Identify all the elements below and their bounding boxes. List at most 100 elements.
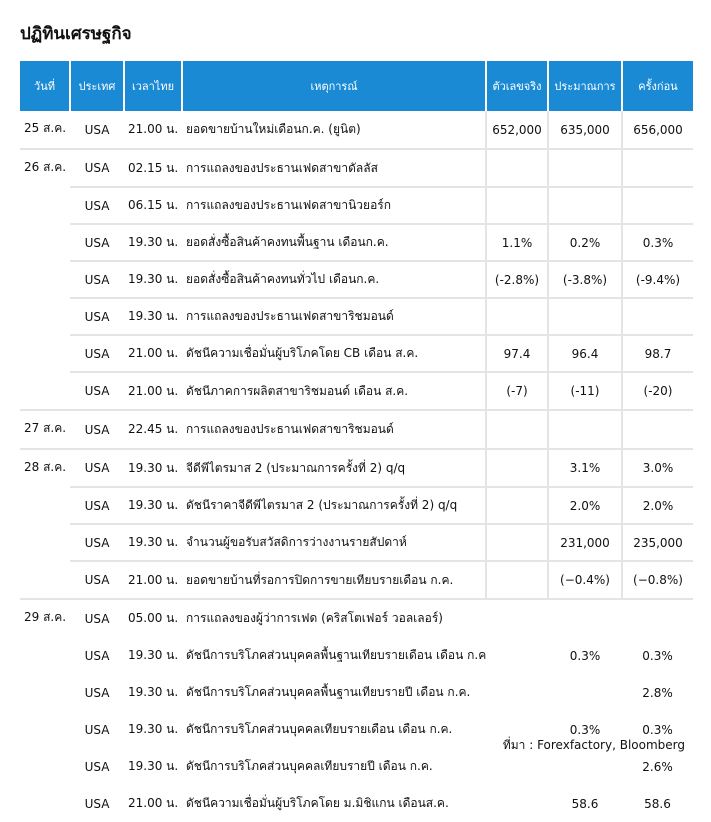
forecast-cell bbox=[547, 187, 622, 225]
time-cell: 21.00 น. bbox=[124, 111, 182, 150]
date-cell bbox=[20, 487, 70, 524]
forecast-cell: 0.2% bbox=[547, 224, 622, 262]
previous-cell: 2.8% bbox=[642, 685, 673, 700]
country-cell: USA bbox=[70, 410, 124, 450]
table-row: 25 ส.ค. USA 21.00 น. ยอดขายบ้านใหม่เดือนก.ค… bbox=[20, 111, 693, 150]
previous-cell: 0.3% bbox=[642, 722, 673, 737]
country-cell: USA bbox=[84, 722, 110, 737]
country-cell: USA bbox=[70, 187, 124, 225]
date-cell bbox=[20, 187, 70, 224]
date-cell bbox=[20, 224, 70, 261]
event-cell: ยอดสั่งซื้อสินค้าคงทนพื้นฐาน เดือนก.ค. bbox=[182, 224, 486, 262]
table-row: 29 ส.ค. USA 05.00 น. การแถลงของผู้ว่าการเฟด… bbox=[20, 599, 693, 637]
event-cell: ดัชนีความเชื่อมั่นผู้บริโภคโดย CB เดือน … bbox=[182, 335, 486, 373]
table-row: USA 19.30 น. จำนวนผู้ขอรับสวัสดิการว่างงาน… bbox=[20, 524, 693, 562]
time-cell: 19.30 น. bbox=[124, 298, 182, 336]
country-cell: USA bbox=[70, 487, 124, 525]
calendar-table: วันที่ ประเทศ เวลาไทย เหตุการณ์ ตัวเลขจริง ปร… bbox=[20, 61, 693, 822]
country-cell: USA bbox=[84, 685, 110, 700]
table-row: USA 19.30 น. การแถลงของประธานเฟดสาขาริชมอน… bbox=[20, 298, 693, 336]
table-row: USA 21.00 น. ดัชนีความเชื่อมั่นผู้บริโภคโด… bbox=[20, 785, 693, 822]
table-row: USA 21.00 น. ยอดขายบ้านที่รอการปิดการขายเท… bbox=[20, 561, 693, 600]
country-cell: USA bbox=[84, 648, 110, 663]
time-cell: 21.00 น. bbox=[124, 372, 182, 411]
table-row: 26 ส.ค. USA 02.15 น. การแถลงของประธานเฟดสาข… bbox=[20, 149, 693, 188]
event-cell: ดัชนีการบริโภคส่วนบุคคลพื้นฐานเทียบรายเด… bbox=[186, 648, 486, 662]
date-cell bbox=[20, 335, 70, 372]
table-row: USA 19.30 น. ดัชนีการบริโภคส่วนบุคคลเทียบร… bbox=[20, 711, 693, 748]
time-cell: 21.00 น. bbox=[124, 335, 182, 373]
source-note: ที่มา : Forexfactory, Bloomberg bbox=[502, 738, 685, 752]
actual-cell bbox=[485, 149, 548, 188]
event-cell: การแถลงของประธานเฟดสาขาริชมอนด์ bbox=[182, 410, 486, 450]
time-cell: 02.15 น. bbox=[124, 149, 182, 188]
event-cell: ดัชนีการบริโภคส่วนบุคคลพื้นฐานเทียบรายปี… bbox=[186, 685, 471, 699]
date-cell: 27 ส.ค. bbox=[20, 410, 70, 450]
country-cell: USA bbox=[84, 796, 110, 811]
forecast-cell: 2.0% bbox=[547, 487, 622, 525]
previous-cell bbox=[621, 410, 693, 450]
time-cell: 19.30 น. bbox=[128, 759, 179, 773]
column-header: เหตุการณ์ bbox=[181, 61, 486, 111]
forecast-cell: 635,000 bbox=[547, 111, 622, 150]
event-cell: การแถลงของผู้ว่าการเฟด (คริสโตเฟอร์ วอลเ… bbox=[186, 611, 443, 625]
country-cell: USA bbox=[70, 224, 124, 262]
event-cell: การแถลงของประธานเฟดสาขานิวยอร์ก bbox=[182, 187, 486, 225]
country-cell: USA bbox=[70, 298, 124, 336]
column-header: ตัวเลขจริง bbox=[485, 61, 548, 111]
table-row: USA 21.00 น. ดัชนีภาคการผลิตสาขาริชมอนด์ เ… bbox=[20, 372, 693, 411]
date-cell bbox=[20, 711, 70, 748]
actual-cell bbox=[485, 449, 548, 488]
country-cell: USA bbox=[70, 561, 124, 600]
time-cell: 19.30 น. bbox=[124, 449, 182, 488]
date-cell bbox=[20, 785, 70, 822]
actual-cell bbox=[486, 637, 548, 674]
table-row: USA 19.30 น. ดัชนีการบริโภคส่วนบุคคลพื้นฐา… bbox=[20, 674, 693, 711]
previous-cell bbox=[621, 187, 693, 225]
actual-cell bbox=[485, 487, 548, 525]
forecast-cell bbox=[547, 410, 622, 450]
header-row: วันที่ ประเทศ เวลาไทย เหตุการณ์ ตัวเลขจริง ปร… bbox=[20, 61, 693, 111]
country-cell: USA bbox=[70, 335, 124, 373]
time-cell: 21.00 น. bbox=[128, 796, 179, 810]
previous-cell: 2.0% bbox=[621, 487, 693, 525]
actual-cell bbox=[485, 561, 548, 600]
date-cell bbox=[20, 372, 70, 411]
previous-cell: 0.3% bbox=[642, 648, 673, 663]
actual-cell: (-7) bbox=[485, 372, 548, 411]
event-cell: การแถลงของประธานเฟดสาขาริชมอนด์ bbox=[182, 298, 486, 336]
event-cell: การแถลงของประธานเฟดสาขาดัลลัส bbox=[182, 149, 486, 188]
event-cell: จีดีพีไตรมาส 2 (ประมาณการครั้งที่ 2) q/q bbox=[182, 449, 486, 488]
date-cell: 26 ส.ค. bbox=[24, 160, 67, 174]
date-cell bbox=[20, 637, 70, 674]
country-cell: USA bbox=[70, 111, 124, 150]
country-cell: USA bbox=[84, 611, 110, 626]
table-row: 27 ส.ค. USA 22.45 น. การแถลงของประธานเฟดสาข… bbox=[20, 410, 693, 450]
column-header: เวลาไทย bbox=[123, 61, 182, 111]
country-cell: USA bbox=[70, 449, 124, 488]
previous-cell: 98.7 bbox=[621, 335, 693, 373]
forecast-cell: 58.6 bbox=[571, 796, 599, 811]
date-cell bbox=[20, 298, 70, 335]
time-cell: 19.30 น. bbox=[124, 524, 182, 562]
date-cell: 25 ส.ค. bbox=[20, 111, 70, 150]
actual-cell bbox=[486, 785, 548, 822]
actual-cell: 1.1% bbox=[485, 224, 548, 262]
previous-cell: 235,000 bbox=[621, 524, 693, 562]
event-cell: ยอดขายบ้านใหม่เดือนก.ค. (ยูนิต) bbox=[182, 111, 486, 150]
date-cell: 29 ส.ค. bbox=[24, 610, 67, 624]
actual-cell bbox=[485, 524, 548, 562]
event-cell: ดัชนีการบริโภคส่วนบุคคลเทียบรายปี เดือน … bbox=[186, 759, 433, 773]
event-cell: จำนวนผู้ขอรับสวัสดิการว่างงานรายสัปดาห์ bbox=[182, 524, 486, 562]
table-row: 28 ส.ค. USA 19.30 น. จีดีพีไตรมาส 2 (ประมาณ… bbox=[20, 449, 693, 488]
date-cell bbox=[20, 561, 70, 600]
column-header: ประเทศ bbox=[69, 61, 124, 111]
date-cell bbox=[20, 261, 70, 298]
time-cell: 19.30 น. bbox=[128, 685, 179, 699]
time-cell: 06.15 น. bbox=[124, 187, 182, 225]
date-cell bbox=[20, 524, 70, 561]
actual-cell: 652,000 bbox=[485, 111, 548, 150]
table-body: 25 ส.ค. USA 21.00 น. ยอดขายบ้านใหม่เดือนก.ค… bbox=[20, 111, 693, 822]
forecast-cell: 0.3% bbox=[569, 722, 601, 737]
event-cell: ดัชนีภาคการผลิตสาขาริชมอนด์ เดือน ส.ค. bbox=[182, 372, 486, 411]
